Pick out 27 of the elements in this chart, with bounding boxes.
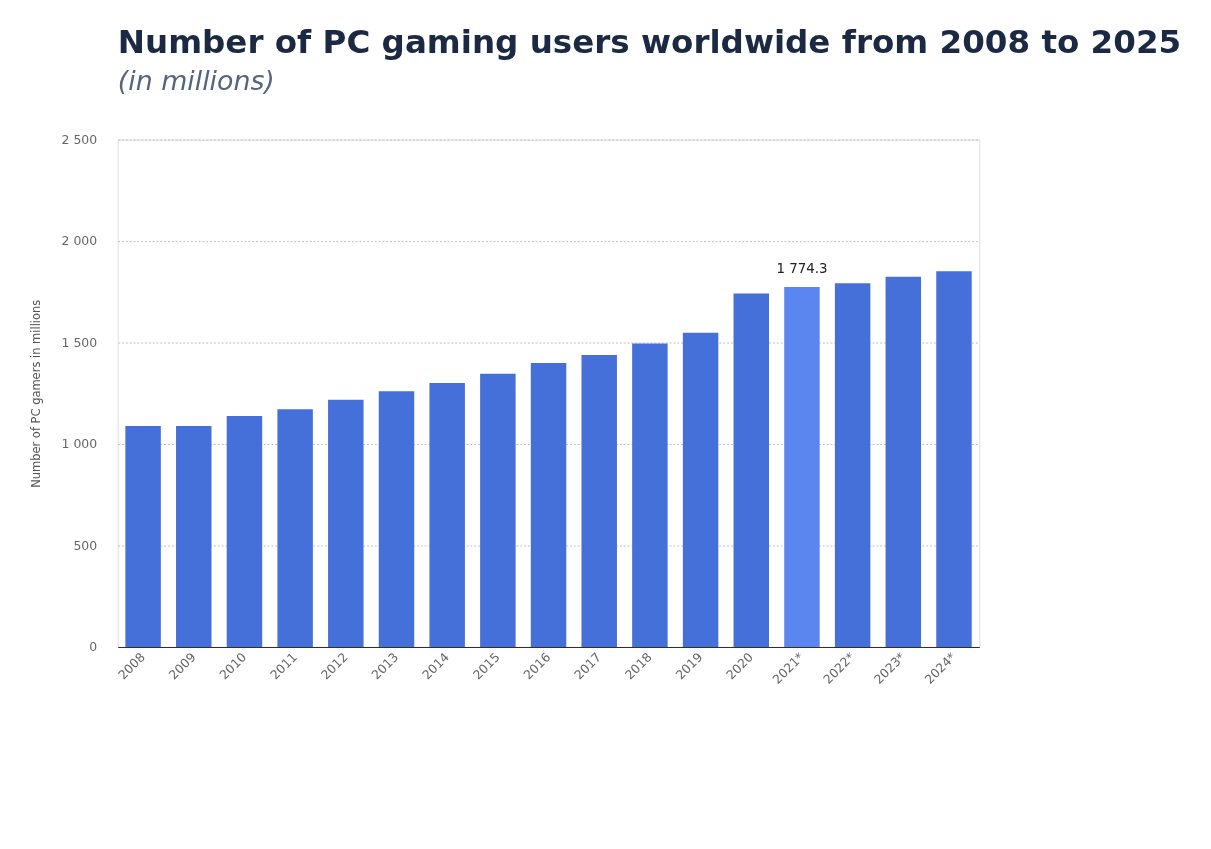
y-tick-label: 1 000	[61, 436, 98, 452]
y-tick-label: 2 000	[61, 233, 98, 249]
bar	[936, 271, 972, 647]
bar	[784, 286, 820, 647]
bar	[632, 343, 668, 647]
y-tick-label: 0	[89, 639, 98, 655]
bar	[125, 425, 161, 647]
bar	[176, 425, 212, 647]
y-axis-title: Number of PC gamers in millions	[28, 299, 43, 488]
bar	[429, 382, 465, 647]
bar	[885, 276, 922, 647]
bar	[378, 391, 415, 647]
y-tick-label: 500	[73, 537, 98, 553]
bar	[834, 283, 871, 647]
bar	[530, 363, 567, 647]
bar	[226, 416, 263, 647]
chart-title: Number of PC gaming users worldwide from 2008 to 2025	[117, 22, 1182, 61]
y-tick-label: 2 500	[61, 131, 98, 147]
y-tick-label: 1 500	[61, 334, 98, 350]
bar	[733, 293, 769, 647]
bar	[277, 409, 313, 647]
bar	[682, 332, 719, 647]
bar	[480, 373, 516, 647]
bar	[581, 354, 617, 647]
bar	[328, 399, 364, 647]
chart-subtitle: (in millions)	[117, 64, 275, 96]
annotation: 1 774.3	[776, 260, 828, 276]
